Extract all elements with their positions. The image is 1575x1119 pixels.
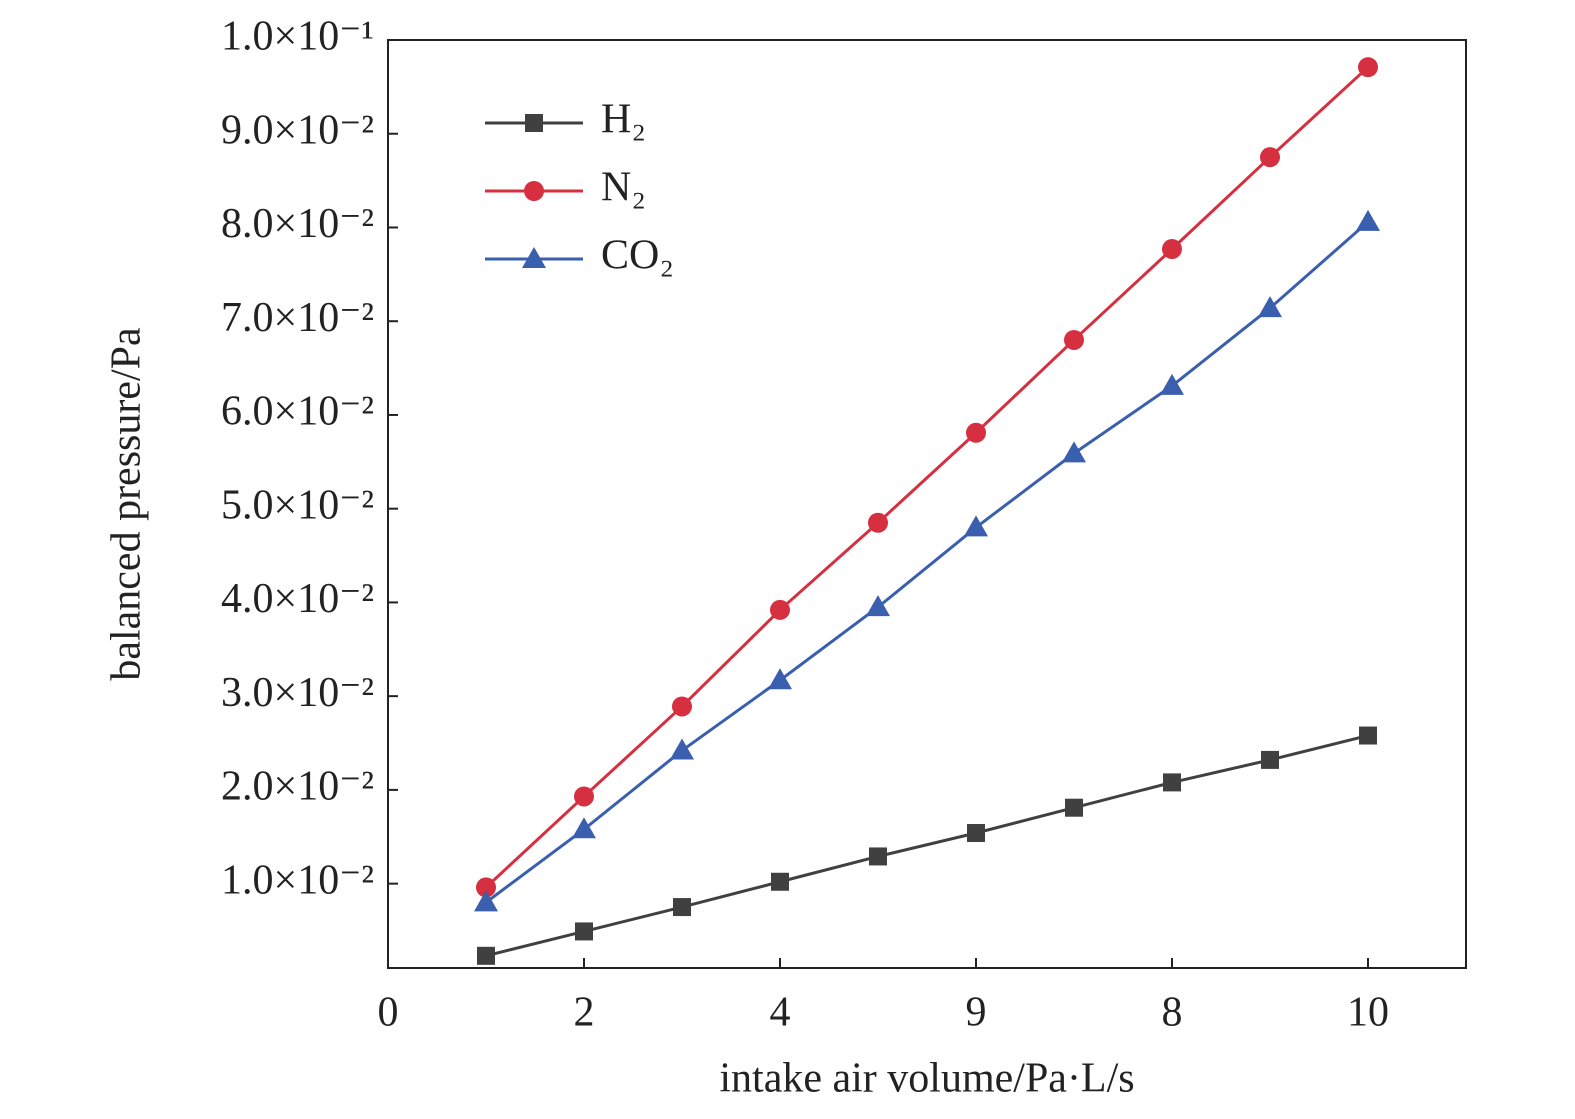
x-tick-label: 2 [574, 990, 595, 1036]
series-line [485, 734, 1369, 958]
series-line [485, 220, 1369, 904]
marker-square [477, 946, 495, 965]
legend-label: CO₂ [601, 233, 674, 279]
x-tick-label: 10 [1347, 990, 1389, 1036]
x-axis-label: intake air volume/Pa·L/s [719, 1056, 1134, 1102]
marker-square [771, 872, 789, 891]
marker-triangle [768, 668, 792, 690]
marker-circle [1358, 57, 1378, 78]
x-tick-label: 9 [966, 990, 987, 1036]
marker-triangle [1258, 296, 1282, 318]
marker-circle [476, 877, 496, 898]
y-tick-label: 9.0×10⁻² [221, 107, 374, 153]
marker-triangle [670, 738, 694, 760]
marker-square [1261, 750, 1279, 769]
marker-square [1163, 773, 1181, 792]
y-tick-label: 1.0×10⁻¹ [221, 14, 374, 60]
marker-triangle [572, 817, 596, 839]
marker-circle [966, 422, 986, 443]
y-axis-label: balanced pressure/Pa [104, 327, 150, 681]
y-tick-label: 6.0×10⁻² [221, 389, 374, 435]
marker-square [673, 898, 691, 917]
marker-square [575, 922, 593, 941]
marker-triangle [964, 515, 988, 537]
y-tick-label: 3.0×10⁻² [221, 670, 374, 716]
y-tick-label: 4.0×10⁻² [221, 576, 374, 622]
x-tick-label: 0 [378, 990, 399, 1036]
y-tick-label: 1.0×10⁻² [221, 857, 374, 903]
marker-circle [868, 512, 888, 533]
marker-triangle [1356, 209, 1380, 231]
y-tick-label: 7.0×10⁻² [221, 295, 374, 341]
marker-triangle [522, 247, 546, 268]
marker-triangle [1160, 373, 1184, 395]
marker-square [1065, 798, 1083, 817]
marker-circle [524, 181, 544, 201]
marker-circle [672, 696, 692, 717]
legend-label: H₂ [601, 97, 646, 143]
marker-triangle [1062, 441, 1086, 463]
marker-square [869, 847, 887, 866]
x-tick-label: 8 [1162, 990, 1183, 1036]
plot-frame [387, 39, 1467, 969]
marker-triangle [866, 595, 890, 617]
series-line [484, 66, 1370, 889]
marker-triangle [474, 890, 498, 912]
y-tick-label: 2.0×10⁻² [221, 764, 374, 810]
y-tick-label: 8.0×10⁻² [221, 201, 374, 247]
marker-circle [574, 786, 594, 807]
marker-circle [1260, 147, 1280, 168]
marker-circle [770, 599, 790, 620]
y-tick-label: 5.0×10⁻² [221, 482, 374, 528]
marker-circle [1064, 329, 1084, 350]
marker-square [1359, 726, 1377, 745]
marker-circle [1162, 239, 1182, 260]
legend-label: N₂ [601, 165, 646, 211]
marker-square [525, 114, 543, 132]
x-tick-label: 4 [770, 990, 791, 1036]
marker-square [967, 824, 985, 843]
